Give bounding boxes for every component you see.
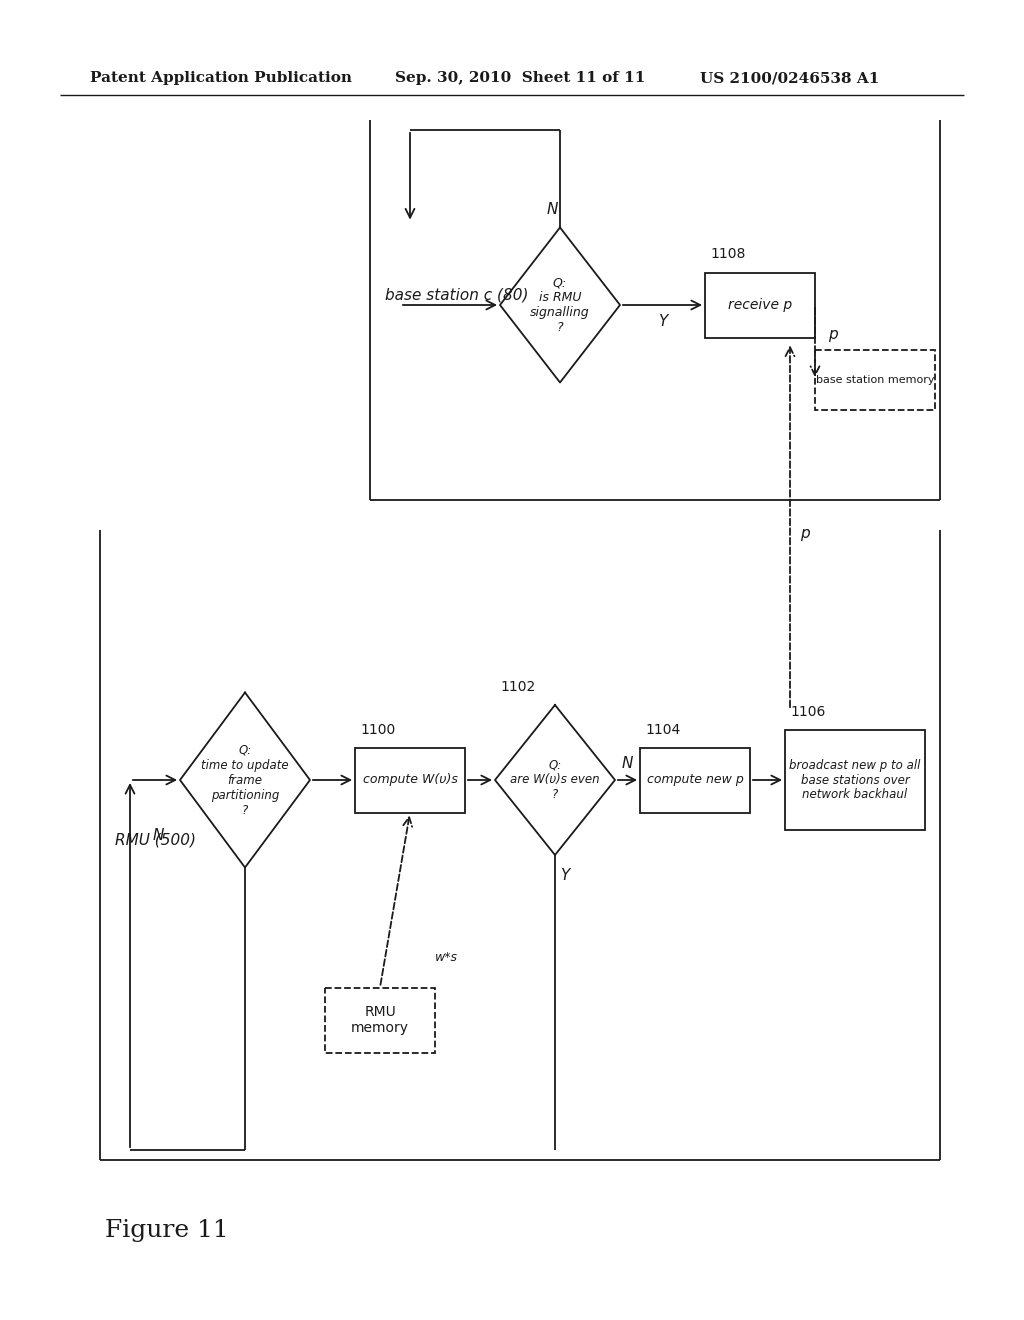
Text: N: N bbox=[547, 202, 558, 216]
Text: 1104: 1104 bbox=[645, 722, 680, 737]
Text: p: p bbox=[800, 527, 810, 541]
Bar bbox=[785, 730, 925, 830]
Bar bbox=[815, 350, 935, 411]
Text: US 2100/0246538 A1: US 2100/0246538 A1 bbox=[700, 71, 880, 84]
Text: Y: Y bbox=[657, 314, 668, 329]
Text: RMU
memory: RMU memory bbox=[351, 1005, 409, 1035]
Bar bbox=[705, 272, 815, 338]
Bar bbox=[325, 987, 435, 1052]
Bar bbox=[355, 747, 465, 813]
Text: base station memory: base station memory bbox=[816, 375, 934, 385]
Text: w*s: w*s bbox=[435, 950, 458, 964]
Text: Q:
are W(υ)s even
?: Q: are W(υ)s even ? bbox=[510, 759, 600, 801]
Text: compute W(υ)s: compute W(υ)s bbox=[362, 774, 458, 787]
Polygon shape bbox=[180, 693, 310, 867]
Text: Figure 11: Figure 11 bbox=[105, 1218, 228, 1242]
Text: Y: Y bbox=[560, 867, 569, 883]
Text: N: N bbox=[622, 756, 633, 771]
Bar bbox=[640, 747, 750, 813]
Text: Patent Application Publication: Patent Application Publication bbox=[90, 71, 352, 84]
Text: receive p: receive p bbox=[728, 298, 792, 312]
Text: Q:
time to update
frame
partitioning
?: Q: time to update frame partitioning ? bbox=[201, 743, 289, 817]
Text: p: p bbox=[828, 327, 838, 342]
Text: 1106: 1106 bbox=[790, 705, 825, 719]
Text: N: N bbox=[153, 828, 164, 842]
Text: Sep. 30, 2010  Sheet 11 of 11: Sep. 30, 2010 Sheet 11 of 11 bbox=[395, 71, 645, 84]
Text: base station c (80): base station c (80) bbox=[385, 288, 528, 302]
Text: RMU (500): RMU (500) bbox=[115, 833, 196, 847]
Polygon shape bbox=[500, 227, 620, 383]
Text: 1100: 1100 bbox=[360, 722, 395, 737]
Polygon shape bbox=[495, 705, 615, 855]
Text: 1102: 1102 bbox=[500, 680, 536, 694]
Text: broadcast new p to all
base stations over
network backhaul: broadcast new p to all base stations ove… bbox=[790, 759, 921, 801]
Text: 1108: 1108 bbox=[710, 248, 745, 261]
Text: Q:
is RMU
signalling
?: Q: is RMU signalling ? bbox=[530, 276, 590, 334]
Text: compute new p: compute new p bbox=[646, 774, 743, 787]
